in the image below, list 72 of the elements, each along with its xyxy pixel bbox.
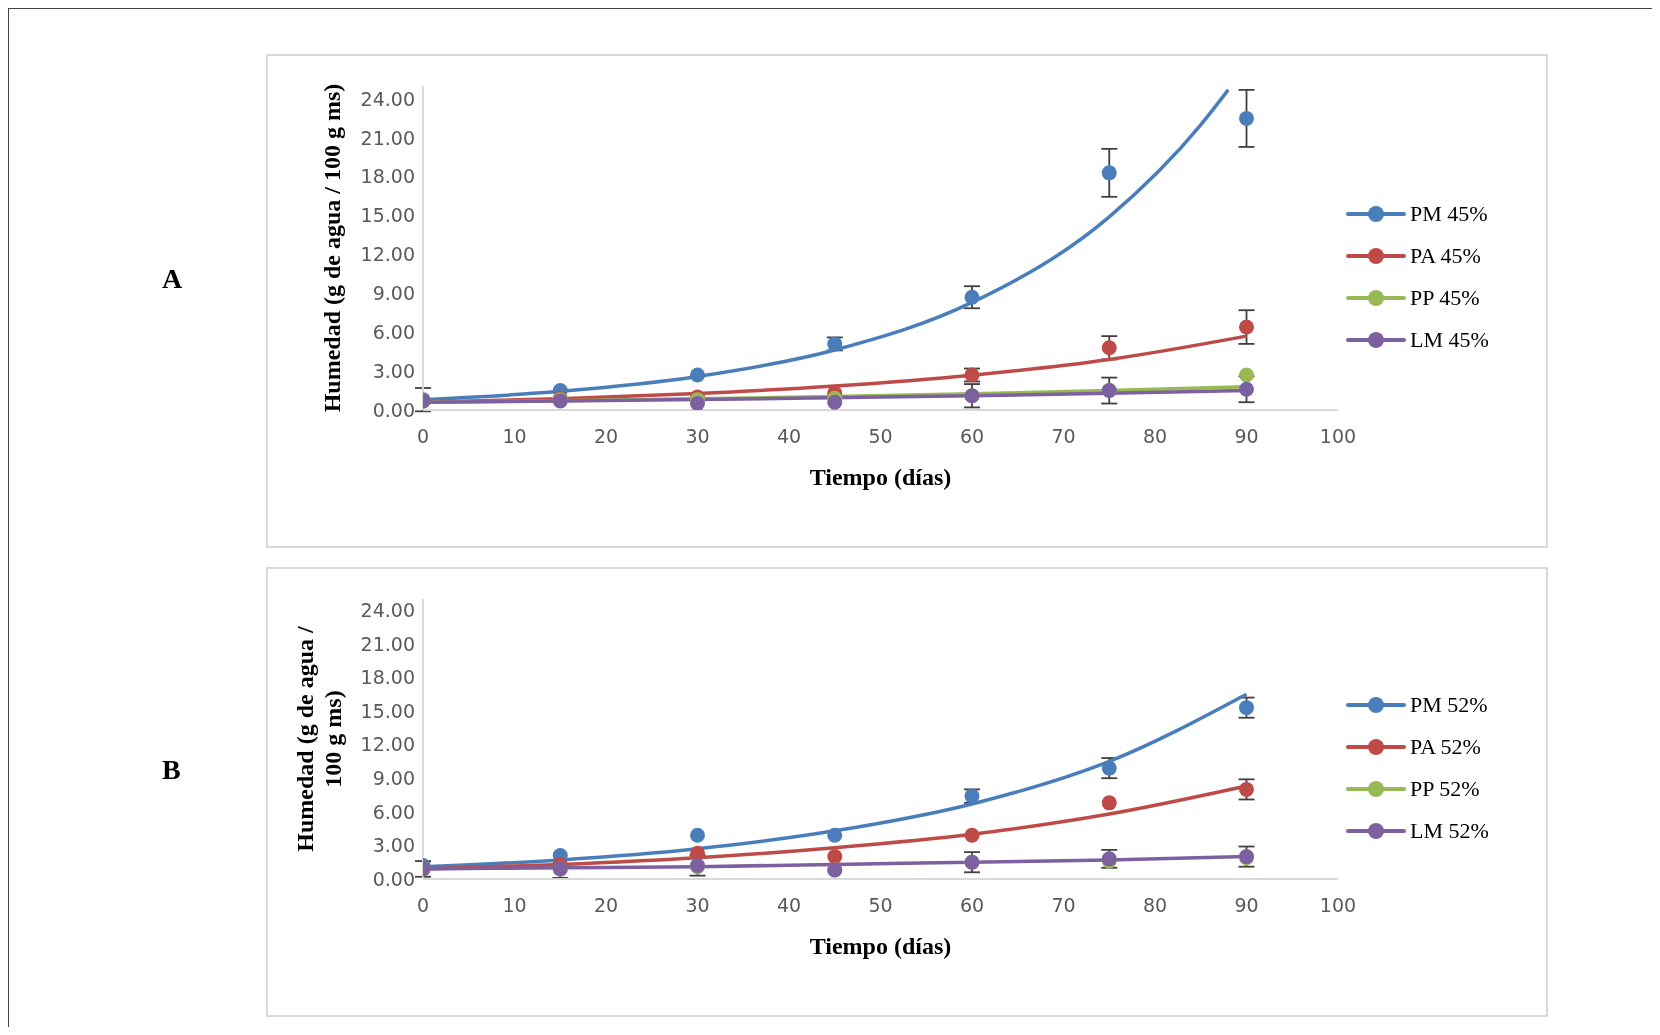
x-tick-label: 90 [1234, 425, 1259, 448]
x-tick-label: 100 [1319, 425, 1357, 448]
point [1101, 340, 1117, 356]
legend-label: PM 45% [1410, 201, 1488, 227]
y-tick-label: 15.00 [360, 204, 415, 227]
x-axis-title: Tiempo (días) [809, 464, 952, 490]
legend-label: LM 52% [1410, 818, 1489, 844]
point [1239, 110, 1254, 126]
x-tick-label: 30 [685, 894, 710, 917]
x-tick-label: 50 [868, 894, 893, 917]
x-tick-label: 90 [1234, 894, 1259, 917]
point [1239, 781, 1254, 797]
x-tick-label: 80 [1142, 425, 1168, 448]
y-tick-label: 21.00 [360, 632, 415, 655]
x-tick-label: 20 [593, 894, 619, 917]
point [1101, 760, 1117, 776]
y-tick-label: 9.00 [372, 282, 415, 305]
point [1239, 381, 1254, 397]
point [690, 367, 705, 383]
y-tick-label: 18.00 [360, 165, 415, 188]
x-tick-label: 40 [776, 425, 802, 448]
x-tick-label: 80 [1142, 894, 1168, 917]
y-tick-label: 21.00 [360, 126, 415, 149]
y-tick-label: 3.00 [372, 834, 415, 857]
x-tick-label: 100 [1319, 894, 1357, 917]
legend-label: PP 45% [1410, 285, 1480, 311]
y-tick-label: 0.00 [372, 867, 415, 890]
y-tick-label: 3.00 [372, 359, 415, 382]
y-tick-label: 12.00 [360, 733, 415, 756]
point [690, 396, 705, 410]
point [1101, 165, 1117, 181]
x-tick-label: 20 [593, 425, 619, 448]
y-tick-label: 24.00 [360, 87, 415, 110]
x-tick-label: 60 [959, 894, 985, 917]
x-tick-label: 0 [416, 425, 430, 448]
point [827, 849, 843, 865]
text: B [162, 754, 181, 786]
point [964, 289, 980, 305]
point [964, 827, 980, 843]
legend-label: PM 52% [1410, 692, 1488, 718]
legend-label: PA 45% [1410, 243, 1481, 269]
x-tick-label: 0 [416, 894, 430, 917]
text: A [162, 263, 183, 295]
y-tick-label: 9.00 [372, 766, 415, 789]
point [827, 827, 843, 843]
x-tick-label: 10 [502, 425, 527, 448]
point [690, 827, 705, 843]
legend-label: LM 45% [1410, 327, 1489, 353]
y-tick-label: 15.00 [360, 699, 415, 722]
y-axis-title: Humedad (g de agua / 100 g ms) [292, 625, 346, 852]
point [1239, 367, 1254, 383]
x-tick-label: 30 [685, 425, 710, 448]
x-tick-label: 70 [1051, 425, 1076, 448]
legend-label: PA 52% [1410, 734, 1481, 760]
y-tick-label: 24.00 [360, 598, 415, 621]
point [1239, 319, 1254, 335]
y-tick-label: 12.00 [360, 243, 415, 266]
y-axis-title: Humedad (g de agua / 100 g ms) [319, 83, 345, 413]
x-tick-label: 50 [868, 425, 893, 448]
x-tick-label: 60 [959, 425, 985, 448]
y-tick-label: 6.00 [372, 320, 415, 343]
point [1101, 795, 1117, 811]
x-tick-label: 70 [1051, 894, 1076, 917]
x-axis-title: Tiempo (días) [809, 933, 952, 959]
x-tick-label: 10 [502, 894, 527, 917]
y-tick-label: 6.00 [372, 800, 415, 823]
point [1239, 700, 1254, 716]
y-tick-label: 0.00 [372, 398, 415, 421]
x-tick-label: 40 [776, 894, 802, 917]
legend-label: PP 52% [1410, 776, 1480, 802]
point [827, 394, 843, 410]
y-tick-label: 18.00 [360, 666, 415, 689]
